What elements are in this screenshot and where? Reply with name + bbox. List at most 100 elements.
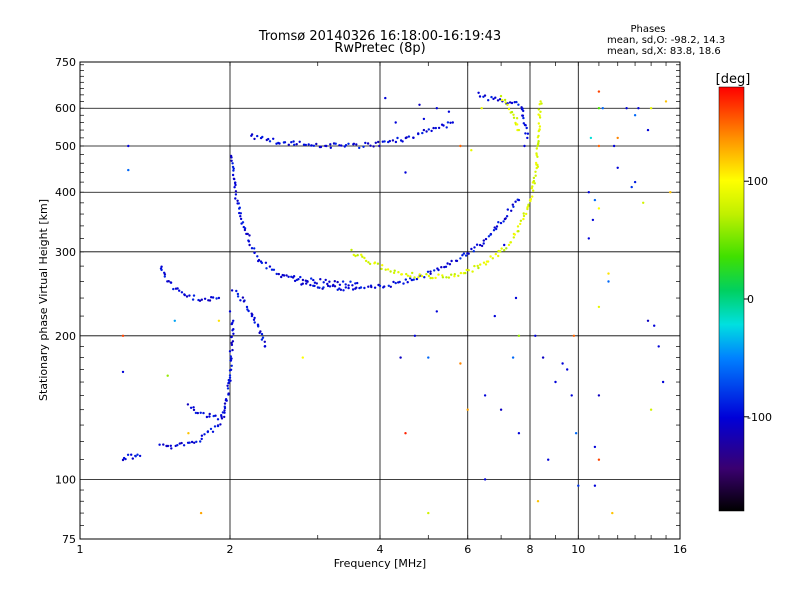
data-point [136,453,139,456]
data-point [256,134,259,138]
data-point [477,266,480,270]
data-point [448,263,452,266]
data-point [451,121,454,124]
data-point [509,241,512,244]
data-point [507,243,511,247]
data-point [506,208,509,211]
data-point [200,437,203,441]
data-point [223,409,226,412]
data-point [319,278,322,281]
data-point [577,484,580,487]
data-point [199,411,202,414]
data-point [292,275,296,278]
data-point [561,362,564,365]
data-point [412,278,415,281]
data-point [495,227,498,231]
data-point [253,316,256,320]
data-point [459,362,462,365]
data-point [312,144,316,147]
data-point [425,130,428,133]
data-point [334,142,337,145]
data-point [427,128,430,131]
data-point [422,117,426,121]
data-points [121,90,672,515]
data-point [453,275,456,278]
data-point [446,262,449,265]
data-point [527,203,530,206]
data-point [185,295,189,298]
data-point [616,136,619,140]
data-point [467,269,470,272]
data-point [360,253,363,256]
data-point [341,280,345,283]
data-point [510,101,514,105]
data-point [435,107,438,110]
data-point [406,281,409,284]
data-point [369,144,372,147]
data-point [537,108,540,111]
data-point [361,255,364,258]
data-point [511,203,514,206]
data-point [480,244,484,248]
data-point [367,261,370,264]
data-point [214,414,217,417]
data-point [521,114,525,117]
data-point [261,336,265,339]
data-point [344,144,348,147]
data-point [219,423,222,426]
data-point [301,278,305,282]
x-tick-label: 10 [571,543,585,556]
data-point [406,274,410,277]
data-point [633,114,637,117]
data-point [228,350,232,353]
data-point [429,272,432,275]
data-point [373,286,377,289]
data-point [480,107,483,110]
data-point [166,444,170,448]
data-point [124,457,127,461]
data-point [329,143,332,146]
x-tick-label: 8 [527,543,534,556]
data-point [392,271,396,275]
data-point [499,94,503,98]
data-point [591,218,595,222]
data-point [653,324,656,327]
data-point [499,408,503,411]
data-point [616,166,619,169]
data-point [306,280,309,283]
data-point [216,424,220,428]
data-point [239,217,243,221]
data-point [394,281,397,285]
data-point [176,287,179,290]
y-tick-label: 750 [55,56,76,69]
data-point [383,140,386,143]
data-point [368,262,372,266]
data-point [199,511,203,515]
data-point [597,458,601,461]
data-point [208,412,211,416]
data-point [467,252,470,255]
data-point [507,107,511,111]
data-point [238,207,241,210]
data-point [503,243,506,247]
data-point [378,284,382,288]
data-point [252,318,256,321]
data-point [633,180,637,184]
data-point [352,253,355,257]
data-point [492,229,496,232]
x-axis-label: Frequency [MHz] [334,557,426,570]
data-point [418,273,421,276]
x-tick-labels: 1 2 4 6 8 10 16 [77,543,688,556]
data-point [355,286,358,289]
data-point [459,271,463,275]
data-point [234,197,237,200]
data-point [534,161,538,165]
data-point [380,267,383,271]
data-point [478,95,482,98]
data-point [637,107,640,110]
data-point [358,146,361,150]
data-point [435,310,438,313]
data-point [349,280,352,283]
data-point [420,274,424,278]
data-point [434,276,437,280]
